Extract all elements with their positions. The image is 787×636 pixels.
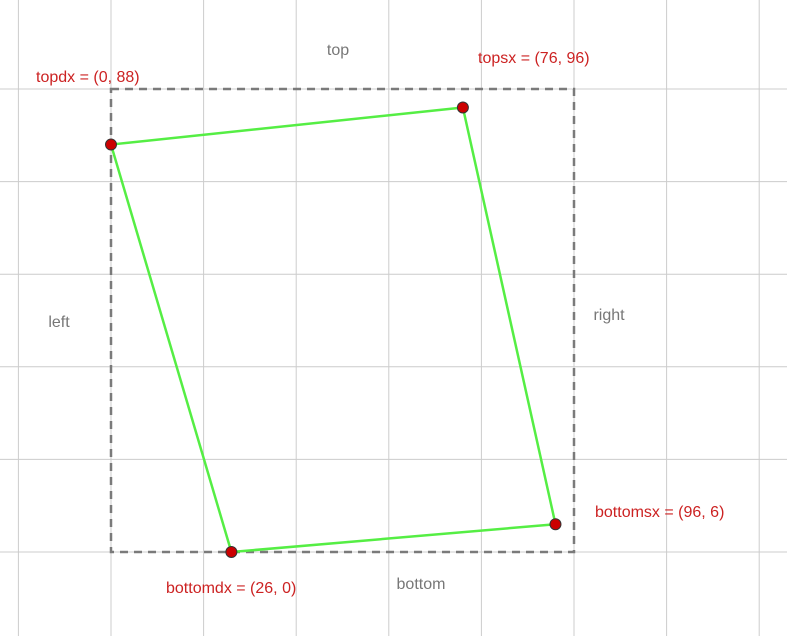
edge-bottomsx-bottomdx: [231, 522, 556, 554]
bottomdx-point[interactable]: [225, 546, 238, 558]
bottom-side-label: bottom: [397, 576, 446, 593]
bottomdx-label: bottomdx = (26, 0): [166, 580, 296, 597]
left-side-label: left: [48, 314, 70, 331]
edge-bottomdx-topdx: [109, 144, 233, 553]
edge-topsx-bottomsx: [461, 107, 557, 525]
topdx-label: topdx = (0, 88): [36, 69, 140, 86]
topdx-point[interactable]: [105, 138, 117, 151]
edge-topdx-topsx: [110, 106, 464, 146]
bounding-box: [109, 87, 576, 554]
bottomsx-point[interactable]: [549, 518, 562, 531]
top-side-label: top: [327, 42, 349, 59]
topsx-label: topsx = (76, 96): [478, 50, 590, 67]
quadrilateral: [109, 106, 557, 554]
bottomsx-label: bottomsx = (96, 6): [595, 504, 724, 521]
topsx-point[interactable]: [456, 101, 469, 114]
right-side-label: right: [593, 307, 625, 324]
vertex-markers: [105, 101, 562, 558]
